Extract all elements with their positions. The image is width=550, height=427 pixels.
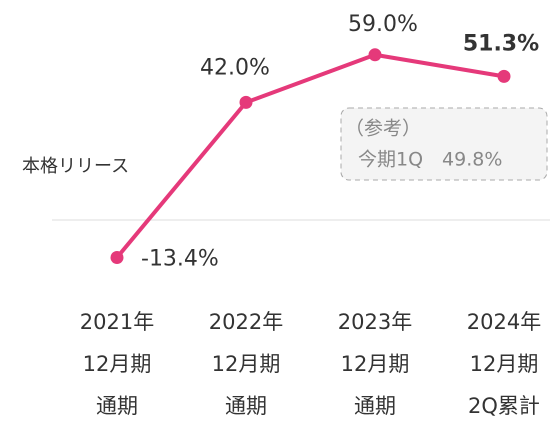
x-tick-label: 通期 xyxy=(354,394,396,418)
reference-value: 今期1Q 49.8% xyxy=(358,149,502,171)
x-tick-label: 12月期 xyxy=(341,352,410,376)
point xyxy=(110,251,124,265)
x-tick-label: 通期 xyxy=(96,394,138,418)
line xyxy=(115,52,505,259)
x-tick-label: 2024年 xyxy=(467,310,541,334)
point xyxy=(368,48,382,62)
point xyxy=(239,95,253,109)
x-tick-label: 2023年 xyxy=(338,310,412,334)
x-tick-label: 12月期 xyxy=(83,352,152,376)
x-tick-label: 2021年 xyxy=(80,310,154,334)
annotation: 本格リリース xyxy=(22,156,129,177)
data-label: 51.3% xyxy=(463,31,539,56)
x-tick-label: 2022年 xyxy=(209,310,283,334)
data-label: 42.0% xyxy=(200,55,270,80)
x-tick-label: 2Q累計 xyxy=(468,394,540,418)
reference-title: （参考） xyxy=(345,118,421,140)
data-label: -13.4% xyxy=(141,247,219,272)
x-tick-label: 12月期 xyxy=(470,352,539,376)
reference-box xyxy=(340,107,548,181)
x-tick-label: 通期 xyxy=(225,394,267,418)
data-label: 59.0% xyxy=(348,12,418,37)
x-tick-label: 12月期 xyxy=(212,352,281,376)
point xyxy=(497,69,511,83)
